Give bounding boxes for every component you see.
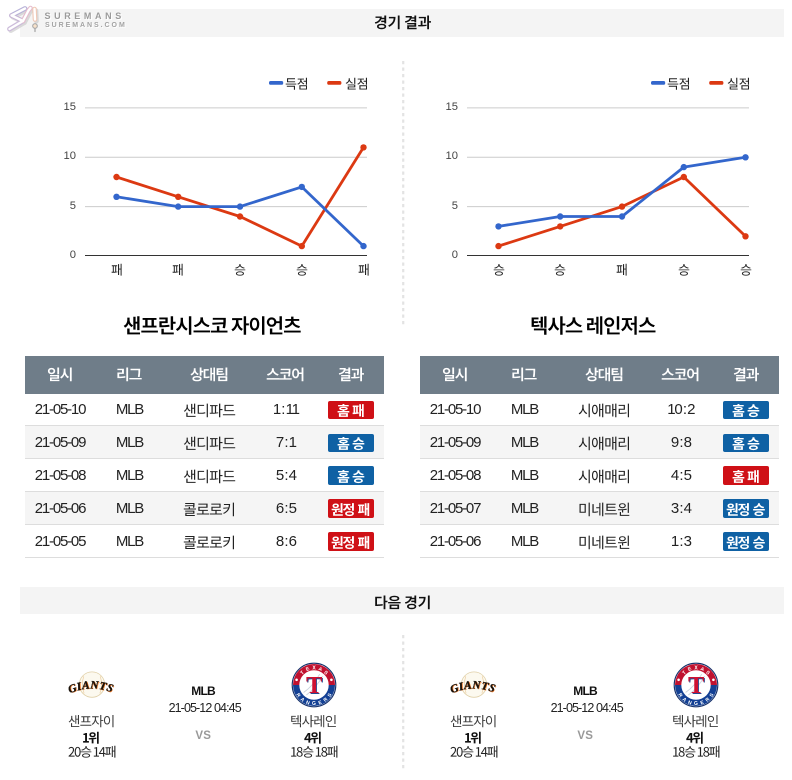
svg-text:T: T xyxy=(682,670,688,676)
svg-text:E: E xyxy=(305,666,311,673)
svg-text:S: S xyxy=(705,670,712,677)
svg-text:X: X xyxy=(695,666,699,672)
svg-text:A: A xyxy=(700,666,706,673)
svg-text:GIANTS: GIANTS xyxy=(450,680,498,696)
svg-text:G: G xyxy=(694,701,698,707)
svg-text:G: G xyxy=(312,701,316,707)
svg-text:E: E xyxy=(687,666,693,673)
svg-text:T: T xyxy=(300,670,306,676)
svg-text:T: T xyxy=(688,672,704,699)
svg-text:T: T xyxy=(306,672,322,699)
svg-text:A: A xyxy=(318,666,324,673)
svg-text:GIANTS: GIANTS xyxy=(449,679,498,696)
svg-text:E: E xyxy=(700,700,706,707)
svg-text:R: R xyxy=(323,697,330,704)
svg-text:X: X xyxy=(313,666,317,672)
svg-text:S: S xyxy=(327,692,334,699)
svg-text:T: T xyxy=(307,673,323,700)
svg-text:T: T xyxy=(689,673,705,700)
svg-text:S: S xyxy=(709,692,716,699)
svg-text:GIANTS: GIANTS xyxy=(67,679,116,696)
svg-text:N: N xyxy=(305,700,311,707)
svg-text:E: E xyxy=(318,700,324,707)
svg-text:A: A xyxy=(299,697,306,704)
svg-text:N: N xyxy=(687,700,693,707)
svg-text:R: R xyxy=(705,697,712,704)
svg-text:R: R xyxy=(295,693,302,700)
svg-text:A: A xyxy=(681,697,688,704)
svg-text:S: S xyxy=(323,670,330,677)
svg-text:R: R xyxy=(677,693,684,700)
svg-text:GIANTS: GIANTS xyxy=(68,680,116,696)
